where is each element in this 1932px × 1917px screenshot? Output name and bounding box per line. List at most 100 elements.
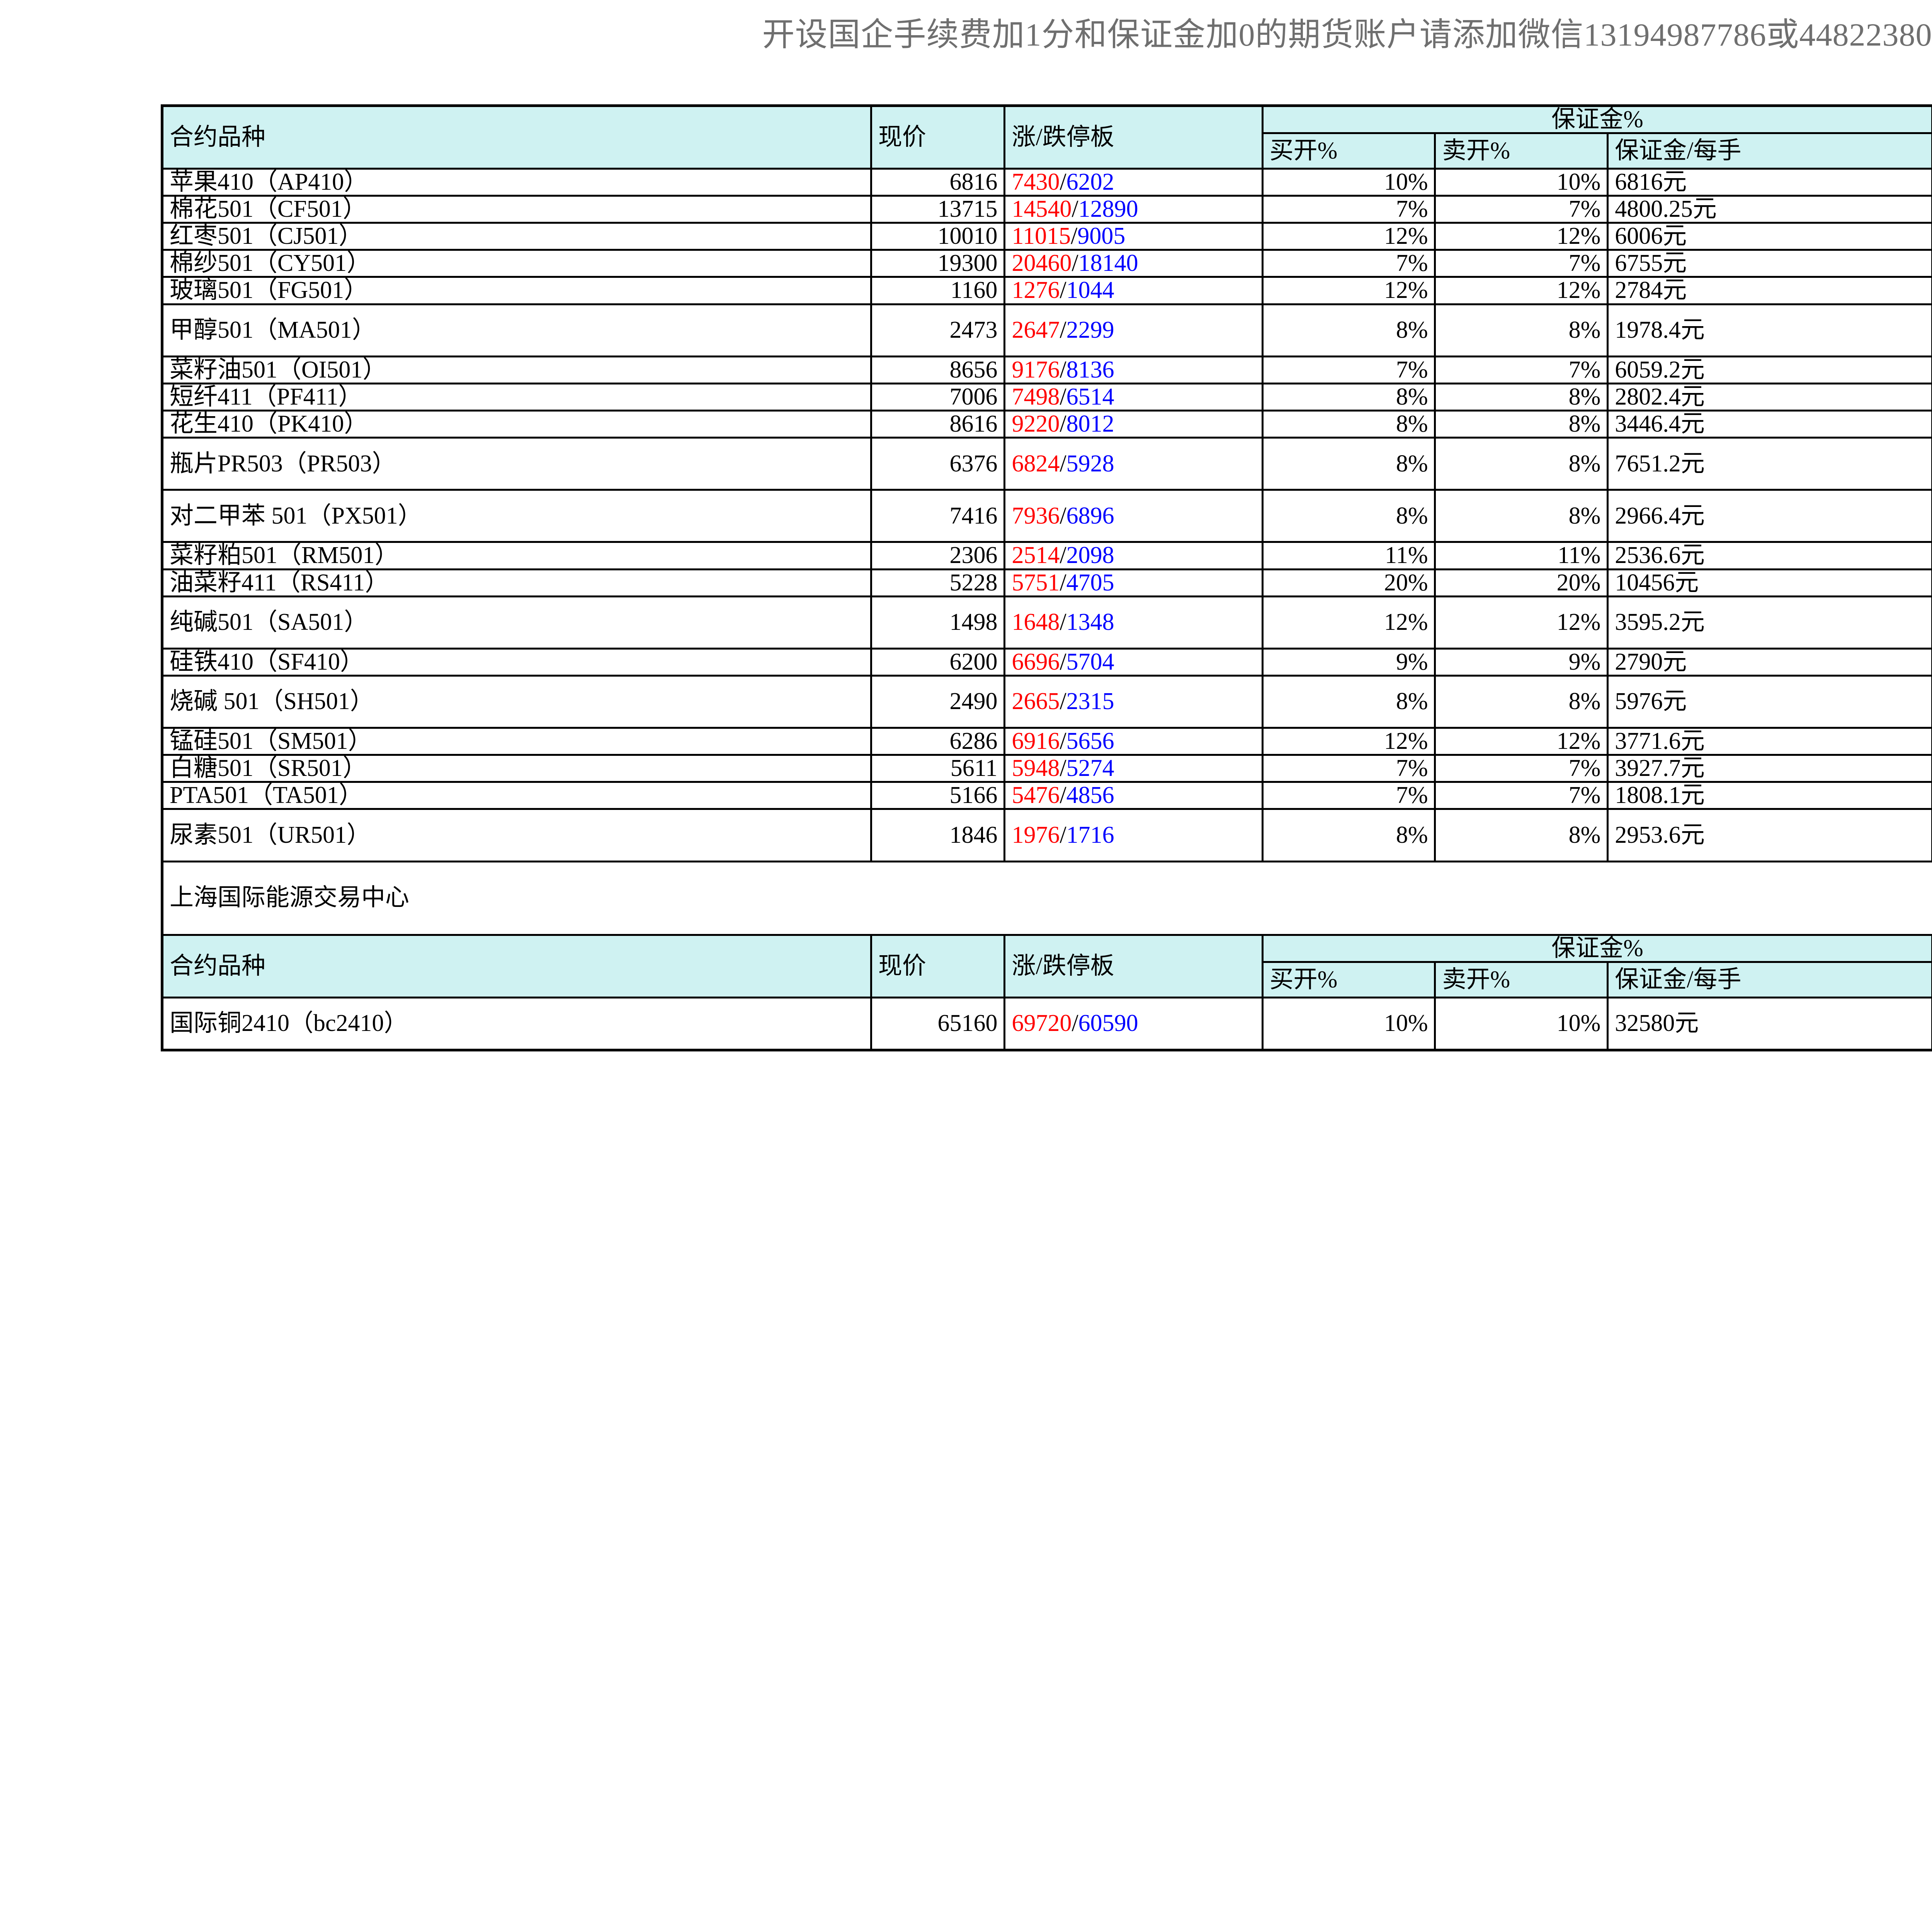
cell-contract-name: 菜籽粕501（RM501）: [161, 541, 872, 570]
th2-buy-open-pct: 买开%: [1261, 961, 1436, 998]
limit-down-value: 6896: [1066, 502, 1114, 529]
cell-current-price: 10010: [870, 222, 1006, 251]
cell-contract-name: 锰硅501（SM501）: [161, 727, 872, 756]
futures-table: 合约品种 现价 涨/跌停板 保证金% 手续费(万分之*或*元) 买开% 卖开% …: [161, 104, 1932, 1051]
th2-margin-per-lot: 保证金/每手: [1607, 961, 1932, 998]
cell-margin-per-lot: 2966.4元: [1607, 489, 1932, 543]
limit-up-value: 9220: [1012, 410, 1060, 437]
section-label: 上海国际能源交易中心: [161, 860, 1932, 936]
cell-limit-updown: 6696/5704: [1003, 647, 1264, 677]
cell-sell-open-pct: 8%: [1434, 674, 1609, 729]
limit-separator: /: [1060, 317, 1066, 344]
table-row: 短纤411（PF411）70067498/65148%8%2802.4元3.01…: [161, 382, 1932, 412]
limit-separator: /: [1060, 383, 1066, 410]
cell-limit-updown: 5476/4856: [1003, 781, 1264, 810]
cell-margin-per-lot: 3446.4元: [1607, 409, 1932, 439]
cell-margin-per-lot: 2790元: [1607, 647, 1932, 677]
limit-down-value: 5274: [1066, 755, 1114, 782]
cell-buy-open-pct: 20%: [1261, 568, 1436, 597]
cell-sell-open-pct: 20%: [1434, 568, 1609, 597]
cell-buy-open-pct: 10%: [1261, 996, 1436, 1051]
cell-contract-name: PTA501（TA501）: [161, 781, 872, 810]
cell-limit-updown: 5948/5274: [1003, 754, 1264, 783]
cell-margin-per-lot: 2802.4元: [1607, 382, 1932, 412]
cell-sell-open-pct: 12%: [1434, 727, 1609, 756]
cell-buy-open-pct: 8%: [1261, 808, 1436, 862]
limit-separator: /: [1071, 250, 1078, 277]
cell-margin-per-lot: 32580元: [1607, 996, 1932, 1051]
cell-limit-updown: 6916/5656: [1003, 727, 1264, 756]
th-contract: 合约品种: [161, 104, 872, 170]
cell-contract-name: 纯碱501（SA501）: [161, 595, 872, 650]
cell-current-price: 6286: [870, 727, 1006, 756]
table-row: 油菜籽411（RS411）52285751/470520%20%10456元2元…: [161, 568, 1932, 597]
cell-contract-name: 红枣501（CJ501）: [161, 222, 872, 251]
cell-limit-updown: 7936/6896: [1003, 489, 1264, 543]
cell-margin-per-lot: 6755元: [1607, 249, 1932, 278]
cell-contract-name: 菜籽油501（OI501）: [161, 355, 872, 384]
cell-sell-open-pct: 12%: [1434, 276, 1609, 305]
limit-up-value: 69720: [1012, 1010, 1072, 1037]
limit-up-value: 11015: [1012, 223, 1071, 250]
table-row: 国际铜2410（bc2410） 65160 69720/60590 10% 10% 325…: [161, 996, 1932, 1051]
cell-sell-open-pct: 8%: [1434, 382, 1609, 412]
cell-current-price: 1846: [870, 808, 1006, 862]
limit-down-value: 2315: [1066, 688, 1114, 715]
table-row: 对二甲苯 501（PX501）74167936/68968%8%2966.4元1…: [161, 489, 1932, 543]
cell-limit-updown: 14540/12890: [1003, 195, 1264, 224]
cell-sell-open-pct: 12%: [1434, 595, 1609, 650]
limit-separator: /: [1060, 648, 1066, 675]
cell-current-price: 7416: [870, 489, 1006, 543]
cell-buy-open-pct: 12%: [1261, 595, 1436, 650]
cell-buy-open-pct: 9%: [1261, 647, 1436, 677]
cell-buy-open-pct: 10%: [1261, 168, 1436, 197]
cell-current-price: 19300: [870, 249, 1006, 278]
limit-up-value: 14540: [1012, 196, 1072, 223]
limit-down-value: 1348: [1066, 609, 1114, 636]
table-row: 菜籽粕501（RM501）23062514/209811%11%2536.6元1…: [161, 541, 1932, 570]
cell-current-price: 2490: [870, 674, 1006, 729]
cell-limit-updown: 1648/1348: [1003, 595, 1264, 650]
limit-down-value: 5656: [1066, 728, 1114, 755]
cell-sell-open-pct: 8%: [1434, 808, 1609, 862]
table-row: PTA501（TA501）51665476/48567%7%1808.1元3.0…: [161, 781, 1932, 810]
limit-up-value: 5751: [1012, 569, 1060, 596]
cell-sell-open-pct: 7%: [1434, 754, 1609, 783]
cell-buy-open-pct: 7%: [1261, 355, 1436, 384]
cell-contract-name: 白糖501（SR501）: [161, 754, 872, 783]
cell-sell-open-pct: 7%: [1434, 249, 1609, 278]
limit-separator: /: [1060, 356, 1066, 383]
cell-sell-open-pct: 11%: [1434, 541, 1609, 570]
cell-margin-per-lot: 4800.25元: [1607, 195, 1932, 224]
limit-up-value: 1276: [1012, 277, 1060, 304]
th-price: 现价: [870, 104, 1006, 170]
cell-current-price: 7006: [870, 382, 1006, 412]
cell-margin-per-lot: 3771.6元: [1607, 727, 1932, 756]
limit-separator: /: [1071, 1010, 1078, 1037]
cell-limit-updown: 20460/18140: [1003, 249, 1264, 278]
cell-contract-name: 短纤411（PF411）: [161, 382, 872, 412]
limit-up-value: 1976: [1012, 822, 1060, 848]
cell-margin-per-lot: 2784元: [1607, 276, 1932, 305]
cell-current-price: 6376: [870, 437, 1006, 491]
cell-current-price: 5166: [870, 781, 1006, 810]
limit-separator: /: [1060, 542, 1066, 569]
limit-down-value: 1716: [1066, 822, 1114, 848]
limit-down-value: 1044: [1066, 277, 1114, 304]
table-header-row-2: 买开% 卖开% 保证金/每手 开仓 平昨 平今: [162, 132, 1932, 170]
cell-sell-open-pct: 8%: [1434, 489, 1609, 543]
limit-up-value: 7936: [1012, 502, 1060, 529]
table-header-row-4: 买开% 卖开% 保证金/每手 开仓 平昨 平今: [162, 961, 1932, 998]
limit-up-value: 5948: [1012, 755, 1060, 782]
cell-margin-per-lot: 3595.2元: [1607, 595, 1932, 650]
cell-buy-open-pct: 11%: [1261, 541, 1436, 570]
cell-contract-name: 国际铜2410（bc2410）: [161, 996, 872, 1051]
cell-margin-per-lot: 6816元: [1607, 168, 1932, 197]
cell-margin-per-lot: 1808.1元: [1607, 781, 1932, 810]
cell-buy-open-pct: 8%: [1261, 409, 1436, 439]
table-body-ine: 国际铜2410（bc2410） 65160 69720/60590 10% 10% 325…: [161, 996, 1932, 1051]
cell-current-price: 6200: [870, 647, 1006, 677]
limit-down-value: 6514: [1066, 383, 1114, 410]
limit-up-value: 9176: [1012, 356, 1060, 383]
